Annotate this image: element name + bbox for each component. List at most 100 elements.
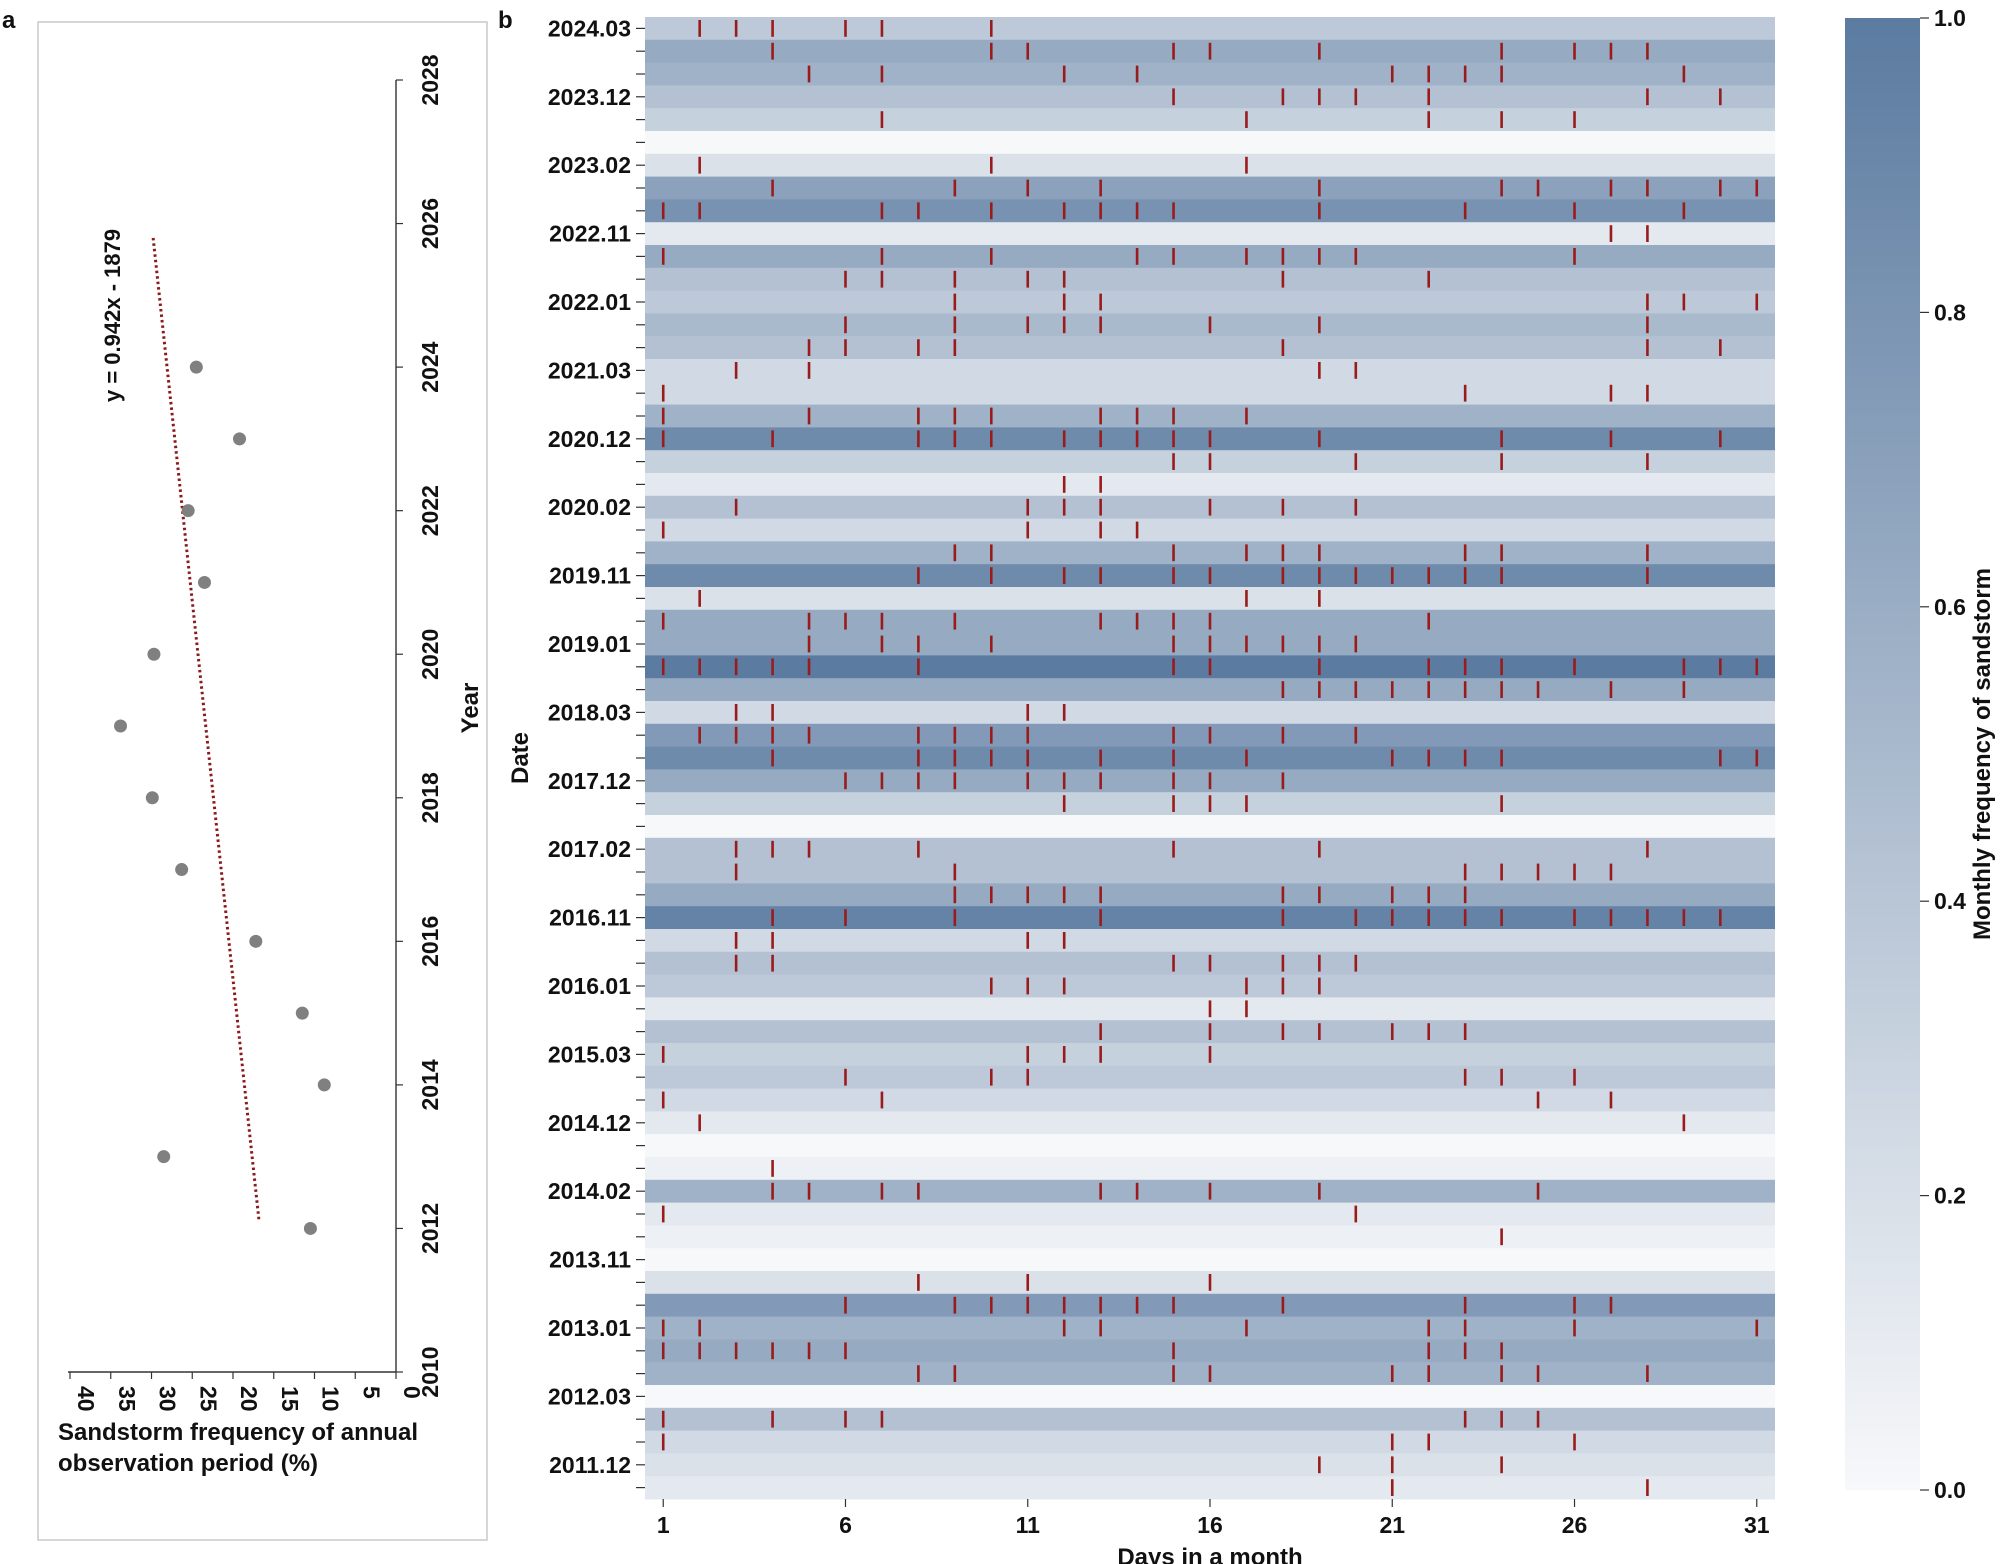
heatmap-row: [645, 1430, 1775, 1454]
heatmap-row-label: 2016.01: [548, 973, 631, 999]
heatmap-row: [645, 267, 1775, 292]
panel-a-data-point: [189, 360, 203, 374]
heatmap-row-label: 2013.01: [548, 1315, 631, 1341]
heatmap-row: [645, 1453, 1775, 1477]
heatmap-row: [645, 701, 1775, 725]
heatmap-row-label: 2018.03: [548, 699, 631, 725]
heatmap-row: [645, 290, 1775, 314]
heatmap-row: [645, 587, 1775, 611]
heatmap-row-label: 2019.11: [549, 563, 631, 589]
heatmap-row: [645, 974, 1775, 998]
heatmap-x-tick-label: 16: [1197, 1512, 1223, 1538]
heatmap-row: [645, 245, 1775, 269]
heatmap-row: [645, 1065, 1775, 1090]
panel-a-x-tick-label: 35: [114, 1386, 140, 1412]
panel-a-trend-equation: y = 0.942x - 1879: [100, 229, 125, 402]
heatmap-row: [645, 473, 1775, 497]
heatmap-row: [645, 1157, 1775, 1181]
panel-a-y-axis-title: Year: [457, 683, 484, 734]
heatmap-row: [645, 85, 1775, 109]
heatmap-row: [645, 1339, 1775, 1363]
panel-a-data-point: [145, 791, 159, 805]
heatmap-y-axis-title: Date: [507, 732, 534, 784]
panel-a-data-point: [114, 719, 128, 733]
panel-a-y-tick-label: 2018: [417, 772, 443, 823]
heatmap-row-label: 2022.11: [549, 221, 631, 247]
panel-b-heatmap: 2024.03 2023.12 2023.02 2022.11 2022.01 2021.…: [507, 15, 1775, 1564]
heatmap-row-label: 2017.02: [548, 836, 631, 862]
colorbar-tick-label: 1.0: [1934, 5, 1966, 31]
heatmap-row-label: 2014.02: [548, 1178, 631, 1204]
heatmap-row: [645, 1316, 1775, 1340]
heatmap-x-tick-label: 31: [1744, 1512, 1770, 1538]
heatmap-row-label: 2022.01: [548, 289, 631, 315]
panel-a-trend-line: [151, 237, 261, 1222]
panel-a-x-axis-title-line: Sandstorm frequency of annual: [58, 1419, 418, 1446]
heatmap-row-label: 2015.03: [548, 1041, 631, 1067]
heatmap-row: [645, 131, 1775, 155]
heatmap-row: [645, 176, 1775, 200]
colorbar-tick-label: 0.8: [1934, 299, 1966, 325]
panel-a-data-point: [295, 1006, 309, 1020]
panel-a-x-tick-label: 20: [236, 1386, 262, 1412]
heatmap-row-label: 2024.03: [548, 15, 631, 41]
panel-a-x-tick-label: 40: [73, 1386, 99, 1412]
heatmap-row: [645, 1202, 1775, 1226]
heatmap-x-tick-label: 26: [1562, 1512, 1588, 1538]
panel-a-y-tick-label: 2022: [417, 485, 443, 536]
heatmap-row: [645, 678, 1775, 702]
panel-a-y-tick-label: 2012: [417, 1203, 443, 1254]
heatmap-row: [645, 381, 1775, 406]
heatmap-row-label: 2017.12: [548, 768, 631, 794]
heatmap-row: [645, 153, 1775, 178]
panel-a-x-tick-label: 10: [318, 1386, 344, 1412]
panel-a-data-point: [197, 575, 211, 589]
heatmap-row-label: 2023.12: [548, 84, 631, 110]
heatmap-x-axis-title: Days in a month: [1117, 1544, 1302, 1564]
heatmap-row: [645, 541, 1775, 565]
panel-a-y-tick-label: 2020: [417, 629, 443, 680]
heatmap-row: [645, 359, 1775, 383]
panel-a-x-tick-label: 30: [155, 1386, 181, 1412]
panel-a-data-point: [249, 934, 263, 948]
heatmap-row: [645, 1088, 1775, 1112]
panel-a-x-tick-label: 0: [399, 1386, 425, 1399]
colorbar-tick-label: 0.6: [1934, 594, 1966, 620]
panel-a-data-point: [157, 1150, 171, 1164]
colorbar-tick-label: 0.2: [1934, 1183, 1966, 1209]
heatmap-row: [645, 62, 1775, 86]
heatmap-row: [645, 1407, 1775, 1432]
panel-a-x-tick-label: 15: [277, 1386, 303, 1412]
heatmap-x-tick-label: 6: [839, 1512, 852, 1538]
heatmap-row: [645, 199, 1775, 223]
panel-a-data-point: [317, 1078, 331, 1092]
panel-a-y-tick-label: 2014: [417, 1059, 443, 1110]
panel-a-data-point: [303, 1221, 317, 1235]
heatmap-row-label: 2020.12: [548, 426, 631, 452]
heatmap-row: [645, 336, 1775, 360]
panel-a-frame: [37, 21, 488, 1541]
heatmap-row-label: 2021.03: [548, 357, 631, 383]
panel-a-label: a: [2, 7, 16, 34]
heatmap-row: [645, 746, 1775, 770]
heatmap-row: [645, 1111, 1775, 1135]
heatmap-row: [645, 108, 1775, 132]
heatmap-row: [645, 1385, 1775, 1409]
heatmap-row: [645, 1248, 1775, 1272]
heatmap-row: [645, 518, 1775, 542]
panel-a-x-tick-label: 25: [195, 1386, 221, 1412]
colorbar-tick-label: 0.4: [1934, 888, 1966, 914]
panel-a-data-point: [147, 647, 161, 661]
heatmap-x-tick-label: 1: [657, 1512, 670, 1538]
colorbar-gradient: [1845, 18, 1920, 1490]
colorbar-tick-label: 0.0: [1934, 1477, 1966, 1503]
heatmap-row-label: 2016.11: [549, 905, 631, 931]
panel-a-data-point: [181, 504, 195, 518]
heatmap-row-label: 2013.11: [549, 1247, 631, 1273]
panel-a-y-tick-label: 2028: [417, 54, 443, 105]
heatmap-row-label: 2012.03: [548, 1383, 631, 1409]
heatmap-row: [645, 860, 1775, 884]
panel-b-colorbar: 0.0 0.2 0.4 0.6 0.8 1.0 Monthly frequency of s…: [1845, 5, 1996, 1503]
